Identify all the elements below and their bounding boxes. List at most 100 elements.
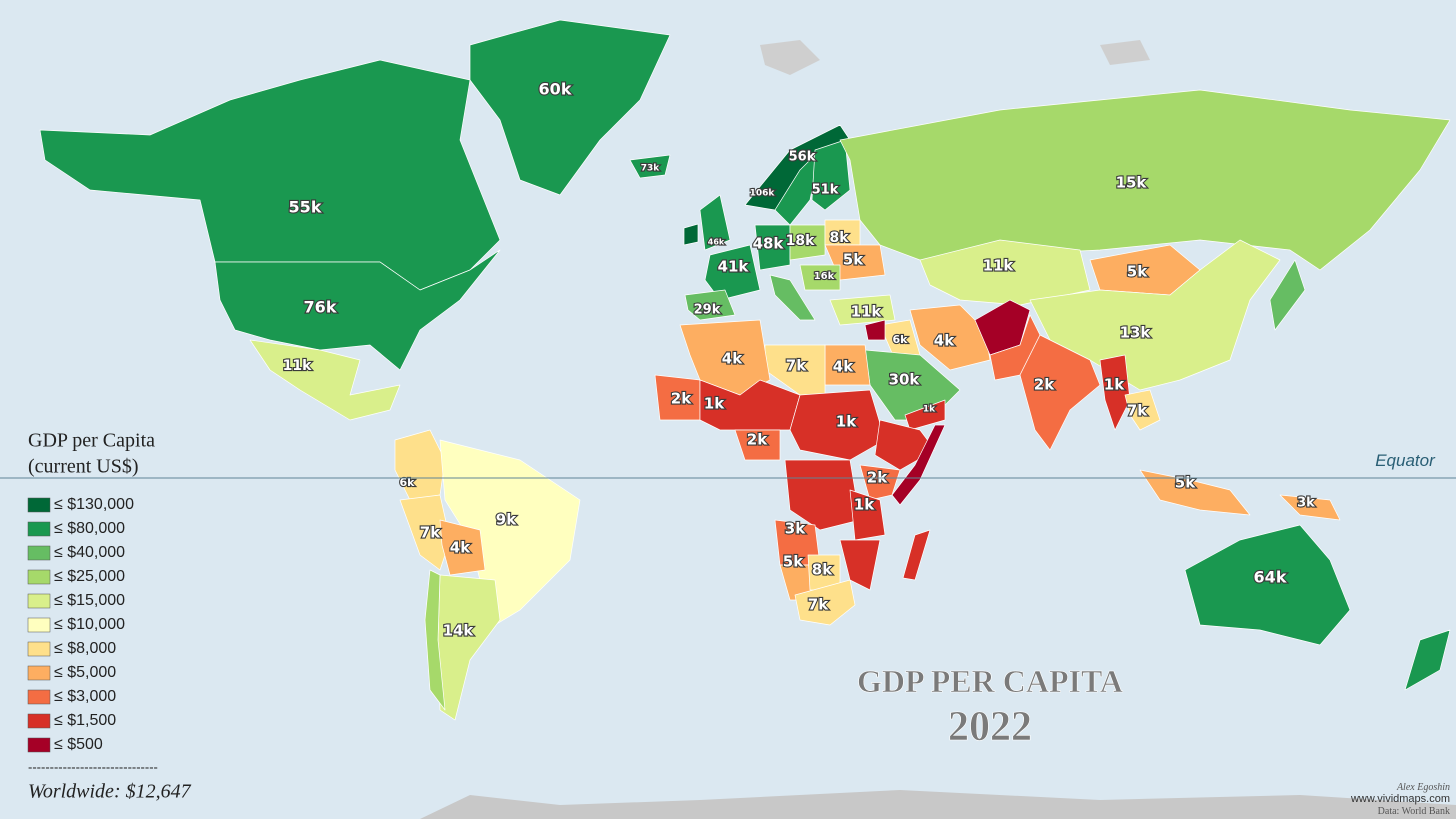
country <box>891 424 946 506</box>
country-label: 1k <box>854 496 875 514</box>
legend-label: ≤ $15,000 <box>54 592 125 609</box>
country-label: 41k <box>718 258 750 276</box>
country-label: 5k <box>1175 474 1196 492</box>
country-label: 1k <box>704 395 725 413</box>
legend-label: ≤ $500 <box>54 736 103 753</box>
country-label: 48k <box>753 235 785 253</box>
legend-swatch <box>27 617 51 633</box>
country-label: 1k <box>1104 376 1125 394</box>
country-label: 16k <box>814 271 835 282</box>
country <box>849 489 886 541</box>
country <box>1099 354 1131 431</box>
country <box>839 89 1451 271</box>
country-label: 1k <box>923 405 936 415</box>
country <box>799 264 841 291</box>
country <box>754 224 791 271</box>
country <box>829 294 896 326</box>
country-label: 64k <box>1254 568 1287 587</box>
country-label: 30k <box>889 371 921 389</box>
country-label: 7k <box>786 357 807 375</box>
legend-label: ≤ $40,000 <box>54 544 125 561</box>
legend-title: GDP per Capita <box>28 430 155 452</box>
legend-label: ≤ $3,000 <box>54 688 116 705</box>
country-label: 3k <box>1297 496 1315 511</box>
country-label: 11k <box>283 358 312 374</box>
legend-label: ≤ $8,000 <box>54 640 116 657</box>
country <box>1279 494 1341 521</box>
country <box>1019 334 1101 451</box>
legend-swatch <box>27 641 51 657</box>
legend-swatch <box>27 569 51 585</box>
country <box>1124 389 1161 431</box>
credit-site: www.vividmaps.com <box>1350 793 1450 805</box>
country-label: 4k <box>833 358 854 376</box>
country-label: 76k <box>304 298 337 317</box>
country <box>684 289 736 321</box>
worldwide-value: Worldwide: $12,647 <box>28 781 192 803</box>
country-label: 73k <box>641 164 661 174</box>
country-label: 8k <box>812 561 833 579</box>
country-label: 15k <box>1116 174 1148 192</box>
legend-separator: ------------------------------ <box>28 759 158 774</box>
country-label: 106k <box>750 189 776 199</box>
country <box>424 569 446 711</box>
legend-subtitle: (current US$) <box>28 456 139 478</box>
country-label: 3k <box>785 520 806 538</box>
legend-label: ≤ $1,500 <box>54 712 116 729</box>
country-label: 7k <box>808 596 829 614</box>
country <box>699 194 731 251</box>
country <box>704 244 761 301</box>
country <box>1184 524 1351 646</box>
country <box>769 274 816 321</box>
country <box>1139 469 1251 516</box>
country-label: 2k <box>747 431 768 449</box>
country <box>1269 259 1306 331</box>
country <box>439 519 486 576</box>
country <box>859 464 901 501</box>
country-label: 5k <box>783 553 804 571</box>
country-label: 1k <box>836 413 857 431</box>
country <box>469 19 671 196</box>
legend-swatch <box>27 713 51 729</box>
country <box>39 59 501 291</box>
legend-swatch <box>27 521 51 537</box>
country <box>902 529 931 581</box>
country <box>864 319 886 341</box>
country <box>839 539 881 591</box>
legend-label: ≤ $25,000 <box>54 568 125 585</box>
country-label: 11k <box>983 257 1015 275</box>
legend-swatch <box>27 497 51 513</box>
country-label: 5k <box>1127 263 1148 281</box>
country <box>794 579 856 626</box>
country-label: 2k <box>1034 376 1055 394</box>
country <box>909 304 991 371</box>
country-label: 29k <box>694 303 721 318</box>
country-label: 55k <box>289 198 322 217</box>
country-label: 4k <box>934 332 955 350</box>
country-label: 60k <box>539 80 572 99</box>
country-label: 2k <box>671 390 692 408</box>
country <box>789 224 826 261</box>
map-year: 2022 <box>948 704 1032 750</box>
country <box>439 439 581 626</box>
legend-swatch <box>27 737 51 753</box>
country-label: 51k <box>812 183 839 198</box>
legend-label: ≤ $80,000 <box>54 520 125 537</box>
map-title: GDP PER CAPITA <box>857 663 1123 699</box>
legend-label: ≤ $5,000 <box>54 664 116 681</box>
country-label: 4k <box>450 539 471 557</box>
legend-label: ≤ $10,000 <box>54 616 125 633</box>
country-label: 7k <box>1127 402 1148 420</box>
country-label: 18k <box>786 233 815 249</box>
country <box>249 339 401 421</box>
country-label: 11k <box>851 303 883 321</box>
legend-swatch <box>27 593 51 609</box>
country-label: 46k <box>708 238 725 247</box>
country <box>683 223 699 246</box>
credit-source: Data: World Bank <box>1378 806 1450 817</box>
country-label: 14k <box>443 622 475 640</box>
country <box>904 399 946 431</box>
antarctica <box>420 790 1456 819</box>
country <box>811 139 851 211</box>
